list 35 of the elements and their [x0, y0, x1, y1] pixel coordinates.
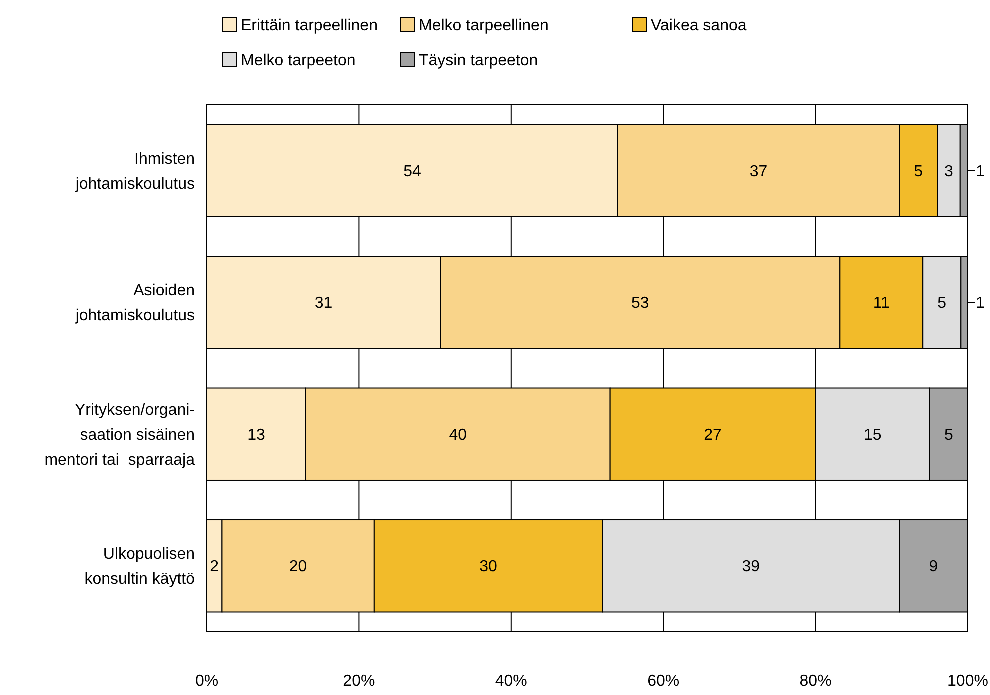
x-tick-label: 80%	[800, 673, 832, 690]
data-label: 5	[944, 426, 954, 444]
x-tick-label: 0%	[195, 673, 219, 690]
y-tick-label: Asioiden johtamiskoulutus	[74, 282, 195, 325]
data-label: 39	[742, 558, 760, 576]
data-label: 11	[873, 295, 890, 312]
data-label: 3	[944, 163, 954, 180]
y-tick-label: Ihmisten johtamiskoulutus	[74, 150, 195, 193]
x-tick-label: 20%	[343, 673, 376, 690]
x-tick-label: 60%	[648, 673, 680, 690]
x-tick-label: 100%	[948, 673, 988, 690]
legend-label: Erittäin tarpeellinen	[241, 18, 378, 35]
legend-label: Melko tarpeeton	[241, 52, 356, 70]
data-label: 40	[449, 426, 468, 444]
data-label: 2	[210, 558, 220, 576]
data-label: 13	[248, 426, 266, 444]
data-label: 30	[480, 558, 498, 576]
y-tick-label: Ulkopuolisen konsultin käyttö	[84, 546, 196, 588]
y-tick-label: Yrityksen/organi- saation sisäinen mentori tai sparraaja	[44, 402, 196, 469]
legend-label: Vaikea sanoa	[651, 18, 747, 35]
data-label: 20	[289, 558, 308, 576]
legend-label: Melko tarpeellinen	[419, 18, 549, 35]
data-label: 15	[864, 426, 882, 444]
data-label: 1	[976, 295, 985, 312]
data-label: 53	[631, 295, 650, 312]
data-label: 54	[404, 163, 422, 180]
data-label: 5	[914, 163, 924, 180]
legend-label: Täysin tarpeeton	[419, 52, 538, 70]
data-label: 9	[929, 558, 938, 576]
data-label: 27	[704, 426, 722, 444]
data-label: 5	[938, 295, 947, 312]
x-tick-label: 40%	[495, 673, 528, 690]
data-label: 37	[750, 163, 768, 180]
data-label: 31	[314, 295, 333, 312]
data-label: 1	[976, 163, 985, 180]
